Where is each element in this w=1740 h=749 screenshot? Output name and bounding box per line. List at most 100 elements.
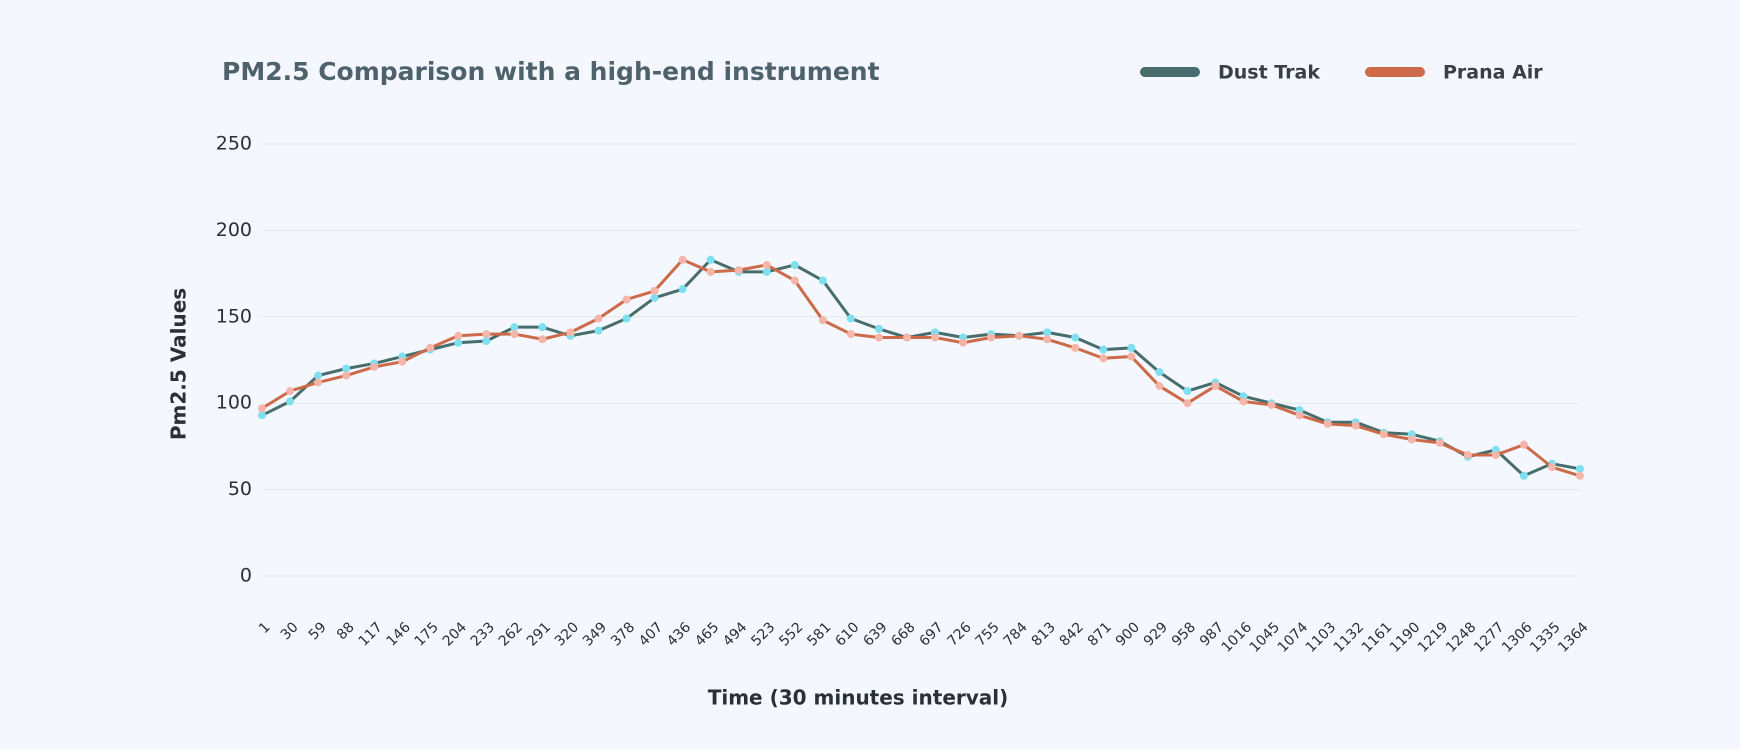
data-point: [1183, 399, 1192, 408]
data-point: [314, 371, 323, 380]
x-tick-label: 1045: [1247, 619, 1284, 656]
data-point: [286, 387, 295, 396]
data-point: [931, 333, 940, 342]
data-point: [342, 371, 351, 380]
data-point: [846, 314, 855, 323]
data-point: [1099, 354, 1108, 363]
data-point: [874, 324, 883, 333]
x-tick-label: 697: [916, 619, 946, 649]
data-point: [622, 314, 631, 323]
data-point: [734, 266, 743, 275]
data-point: [1155, 381, 1164, 390]
data-point: [818, 276, 827, 285]
data-point: [482, 330, 491, 339]
data-point: [566, 328, 575, 337]
x-tick-label: 1364: [1555, 619, 1592, 656]
data-point: [398, 357, 407, 366]
data-point: [678, 285, 687, 294]
data-point: [959, 338, 968, 347]
data-point: [1491, 451, 1500, 460]
data-point: [987, 333, 996, 342]
x-axis-title: Time (30 minutes interval): [708, 686, 1009, 710]
data-point: [1127, 352, 1136, 361]
x-tick-label: 30: [278, 619, 302, 643]
data-point: [790, 276, 799, 285]
data-point: [1043, 335, 1052, 344]
x-tick-label: 1248: [1443, 619, 1480, 656]
data-point: [1576, 471, 1584, 480]
x-tick-label: 1190: [1387, 619, 1424, 656]
data-point: [1435, 438, 1444, 447]
y-tick-label: 200: [216, 219, 252, 241]
x-tick-label: 349: [580, 619, 610, 649]
data-point: [1071, 343, 1080, 352]
x-tick-label: 1161: [1359, 619, 1396, 656]
x-tick-label: 378: [608, 619, 638, 649]
data-point: [1295, 411, 1304, 420]
data-point: [594, 326, 603, 335]
x-tick-label: 407: [636, 619, 666, 649]
data-point: [1239, 397, 1248, 406]
x-tick-label: 320: [552, 619, 582, 649]
data-point: [1519, 471, 1528, 480]
data-point: [1043, 328, 1052, 337]
x-tick-label: 1074: [1275, 619, 1312, 656]
x-tick-label: 610: [832, 619, 862, 649]
x-tick-label: 668: [888, 619, 918, 649]
data-point: [426, 343, 435, 352]
data-point: [1547, 463, 1556, 472]
x-tick-label: 552: [776, 619, 806, 649]
data-point: [286, 397, 295, 406]
x-tick-label: 726: [945, 619, 975, 649]
data-point: [342, 364, 351, 373]
data-point: [1183, 387, 1192, 396]
x-tick-label: 233: [468, 619, 498, 649]
x-tick-label: 494: [720, 619, 750, 649]
data-point: [762, 260, 771, 269]
data-point: [454, 331, 463, 340]
x-tick-label: 465: [692, 619, 722, 649]
data-point: [1379, 430, 1388, 439]
data-point: [1351, 421, 1360, 430]
y-tick-label: 0: [240, 565, 252, 587]
data-point: [370, 362, 379, 371]
x-tick-label: 436: [664, 619, 694, 649]
x-tick-label: 117: [356, 619, 386, 649]
data-point: [902, 333, 911, 342]
data-point: [314, 378, 323, 387]
x-tick-label: 842: [1057, 619, 1087, 649]
x-tick-label: 1306: [1499, 619, 1536, 656]
x-tick-label: 784: [1001, 619, 1031, 649]
data-point: [538, 335, 547, 344]
data-point: [510, 323, 519, 332]
data-point: [874, 333, 883, 342]
x-tick-label: 146: [384, 619, 414, 649]
x-tick-label: 929: [1141, 619, 1171, 649]
data-point: [1099, 345, 1108, 354]
x-tick-label: 523: [748, 619, 778, 649]
data-point: [1211, 381, 1220, 390]
chart-title: PM2.5 Comparison with a high-end instrum…: [222, 57, 880, 86]
data-point: [678, 255, 687, 264]
data-point: [1267, 400, 1276, 409]
x-tick-label: 1103: [1303, 619, 1340, 656]
data-point: [650, 286, 659, 295]
data-point: [622, 295, 631, 304]
data-point: [258, 411, 266, 420]
series-line: [261, 258, 1581, 478]
data-point: [790, 260, 799, 269]
data-point: [538, 323, 547, 332]
x-tick-label: 958: [1169, 619, 1199, 649]
y-tick-label: 100: [216, 392, 252, 414]
x-tick-label: 175: [412, 619, 442, 649]
data-point: [1576, 464, 1584, 473]
series-line: [261, 258, 1581, 478]
data-point: [1071, 333, 1080, 342]
x-tick-label: 1016: [1219, 619, 1256, 656]
data-point: [650, 293, 659, 302]
data-point: [706, 255, 715, 264]
data-point: [482, 336, 491, 345]
data-point: [1155, 368, 1164, 377]
data-point: [454, 338, 463, 347]
